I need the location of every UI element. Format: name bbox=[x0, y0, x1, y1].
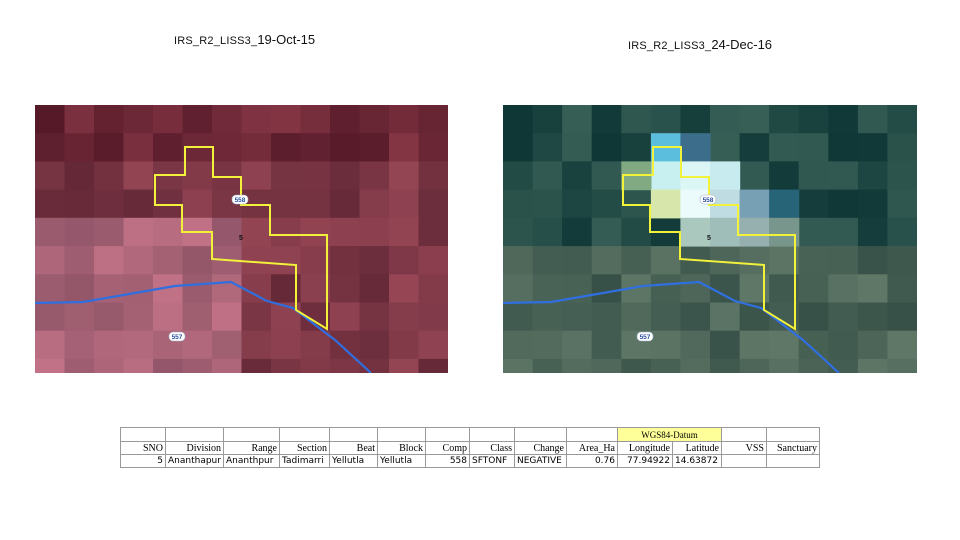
satellite-image-2016: 558 557 5 bbox=[503, 105, 917, 373]
pixel-grid-2016 bbox=[503, 105, 917, 373]
cell-block: Yellutla bbox=[377, 454, 426, 468]
table-header-row: SNO Division Range Section Beat Block Co… bbox=[120, 441, 820, 455]
cell-area: 0.76 bbox=[566, 454, 618, 468]
svg-text:558: 558 bbox=[235, 197, 246, 204]
cell-vss bbox=[721, 454, 767, 468]
right-caption-date: 24-Dec-16 bbox=[711, 37, 773, 52]
right-image-caption: IRS_R2_LISS3_24-Dec-16 bbox=[628, 36, 772, 54]
col-header-block: Block bbox=[377, 441, 426, 455]
satellite-image-2015: 558 557 5 bbox=[35, 105, 448, 373]
col-header-beat: Beat bbox=[329, 441, 378, 455]
road-line bbox=[503, 280, 840, 373]
col-header-section: Section bbox=[279, 441, 330, 455]
left-caption-prefix: IRS_R2_LISS3_ bbox=[174, 35, 258, 47]
col-header-division: Division bbox=[165, 441, 224, 455]
cell-change: NEGATIVE bbox=[514, 454, 567, 468]
empty-cell bbox=[469, 427, 515, 442]
col-header-longitude: Longitude bbox=[617, 441, 673, 455]
col-header-range: Range bbox=[223, 441, 280, 455]
empty-cell bbox=[377, 427, 426, 442]
empty-cell bbox=[329, 427, 378, 442]
empty-cell bbox=[223, 427, 280, 442]
cell-comp: 558 bbox=[425, 454, 470, 468]
road-label-558: 558 bbox=[699, 194, 717, 205]
satellite-image-2016-canvas: 558 557 5 bbox=[503, 105, 917, 373]
compartment-boundary bbox=[154, 146, 328, 331]
attribute-table: WGS84-Datum SNO Division Range Section B… bbox=[120, 427, 820, 468]
svg-text:557: 557 bbox=[640, 334, 651, 341]
svg-text:558: 558 bbox=[703, 197, 714, 204]
empty-cell bbox=[721, 427, 767, 442]
col-header-vss: VSS bbox=[721, 441, 767, 455]
table-row: 5 Ananthapur Ananthpur Tadimarri Yellutl… bbox=[120, 454, 820, 468]
empty-cell bbox=[120, 427, 166, 442]
cell-latitude: 14.63872 bbox=[672, 454, 722, 468]
right-caption-prefix: IRS_R2_LISS3_ bbox=[628, 40, 712, 52]
cell-range: Ananthpur bbox=[223, 454, 280, 468]
empty-cell bbox=[514, 427, 567, 442]
cell-sno: 5 bbox=[120, 454, 166, 468]
road-label-558: 558 bbox=[231, 194, 249, 205]
cell-longitude: 77.94922 bbox=[617, 454, 673, 468]
road-line bbox=[35, 280, 372, 373]
road-label-557: 557 bbox=[636, 331, 654, 342]
col-header-comp: Comp bbox=[425, 441, 470, 455]
empty-cell bbox=[425, 427, 470, 442]
compartment-boundary bbox=[622, 146, 796, 331]
satellite-image-2015-canvas: 558 557 5 bbox=[35, 105, 448, 373]
cell-section: Tadimarri bbox=[279, 454, 330, 468]
left-caption-date: 19-Oct-15 bbox=[257, 32, 316, 47]
col-header-sno: SNO bbox=[120, 441, 166, 455]
empty-cell bbox=[566, 427, 618, 442]
left-image-caption: IRS_R2_LISS3_19-Oct-15 bbox=[174, 31, 315, 49]
table-group-header-row: WGS84-Datum bbox=[120, 427, 820, 442]
cell-beat: Yellutla bbox=[329, 454, 378, 468]
col-header-area: Area_Ha bbox=[566, 441, 618, 455]
empty-cell bbox=[279, 427, 330, 442]
empty-cell bbox=[766, 427, 820, 442]
cell-division: Ananthapur bbox=[165, 454, 224, 468]
empty-cell bbox=[165, 427, 224, 442]
svg-text:557: 557 bbox=[172, 334, 183, 341]
cell-sanctuary bbox=[766, 454, 820, 468]
col-header-class: Class bbox=[469, 441, 515, 455]
wgs84-datum-header: WGS84-Datum bbox=[617, 427, 722, 442]
road-label-557: 557 bbox=[168, 331, 186, 342]
compartment-label: 5 bbox=[239, 235, 243, 242]
compartment-label: 5 bbox=[707, 235, 711, 242]
cell-class: SFTONF bbox=[469, 454, 515, 468]
col-header-latitude: Latitude bbox=[672, 441, 722, 455]
col-header-sanctuary: Sanctuary bbox=[766, 441, 820, 455]
col-header-change: Change bbox=[514, 441, 567, 455]
